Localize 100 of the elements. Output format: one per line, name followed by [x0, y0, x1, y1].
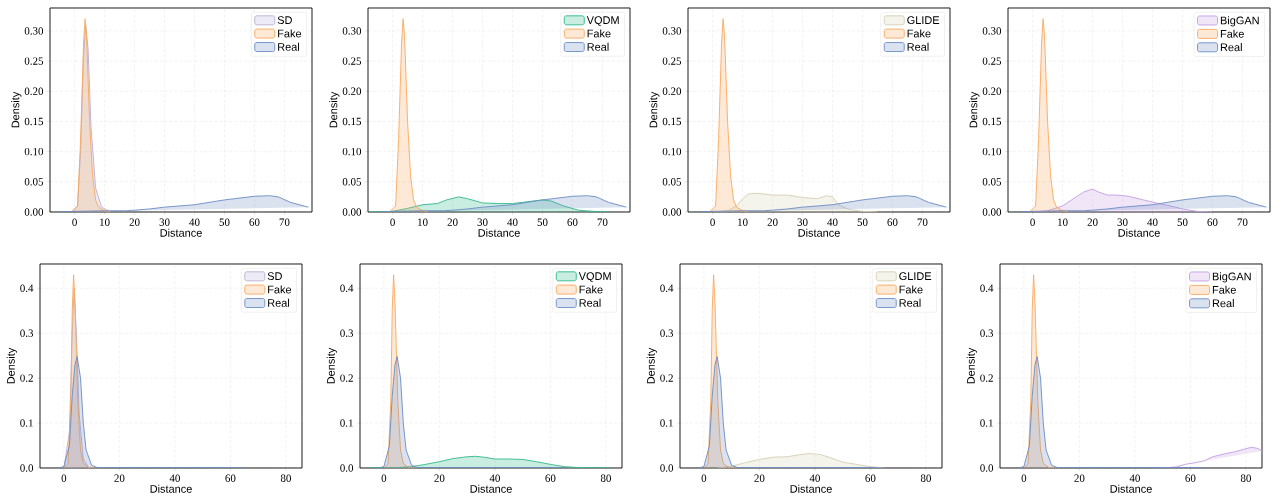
y-tick-label: 0.15: [662, 117, 682, 126]
y-tick-label: 0.4: [660, 284, 674, 292]
y-tick-label: 0.20: [662, 87, 682, 95]
y-tick-label: 0.15: [982, 117, 1002, 126]
y-tick-label: 0.05: [982, 178, 1002, 186]
x-axis-title: Distance: [1118, 228, 1160, 237]
x-tick-label: 30: [477, 218, 488, 226]
y-tick-label: 0.15: [342, 117, 362, 126]
x-axis-title: Distance: [1110, 484, 1152, 493]
y-tick-label: 0.30: [342, 27, 362, 35]
y-tick-label: 0.3: [980, 329, 994, 337]
legend-label: Fake: [899, 285, 923, 294]
y-tick-label: 0.00: [342, 208, 362, 216]
x-tick-label: 20: [434, 474, 445, 482]
y-tick-label: 0.10: [662, 147, 682, 156]
legend-label: Real: [278, 42, 300, 51]
y-tick-label: 0.25: [24, 57, 44, 65]
y-tick-label: 0.00: [662, 208, 682, 216]
y-tick-label: 0.20: [24, 87, 44, 95]
legend-label: Fake: [1212, 285, 1236, 294]
x-tick-label: 0: [61, 474, 67, 482]
x-tick-label: 60: [1207, 218, 1218, 226]
y-tick-label: 0.25: [982, 57, 1002, 65]
x-tick-label: 20: [129, 218, 140, 226]
y-tick-label: 0.1: [980, 419, 993, 427]
x-tick-label: 0: [381, 474, 387, 482]
legend-label: Real: [907, 42, 929, 51]
x-tick-label: 60: [1185, 474, 1196, 482]
legend-label: VQDM: [586, 16, 619, 26]
x-tick-label: 0: [701, 474, 707, 482]
x-axis-title: Distance: [790, 484, 832, 493]
y-tick-label: 0.25: [662, 57, 682, 65]
x-tick-label: 60: [545, 474, 556, 482]
y-tick-label: 0.05: [24, 178, 44, 186]
legend-label: Real: [1220, 43, 1242, 52]
x-tick-label: 40: [809, 474, 820, 482]
y-axis-title: Density: [966, 347, 977, 384]
x-tick-label: 10: [418, 218, 428, 226]
y-tick-label: 0.1: [660, 419, 673, 427]
y-tick-label: 0.00: [982, 208, 1002, 216]
y-tick-label: 0.2: [340, 374, 353, 382]
x-tick-label: 80: [280, 474, 291, 482]
y-tick-label: 0.25: [342, 57, 362, 65]
y-tick-label: 0.30: [982, 27, 1002, 35]
x-tick-label: 40: [507, 218, 518, 226]
x-axis-title: Distance: [150, 484, 192, 493]
x-tick-label: 0: [710, 218, 715, 226]
y-tick-label: 0.30: [662, 27, 682, 35]
y-tick-label: 0.2: [660, 374, 673, 382]
y-tick-label: 0.10: [342, 147, 362, 156]
x-tick-label: 0: [1021, 474, 1027, 482]
y-tick-label: 0.3: [20, 329, 34, 337]
legend-label: Fake: [1220, 29, 1244, 38]
y-tick-label: 0.20: [982, 87, 1002, 95]
x-tick-label: 20: [767, 218, 778, 226]
x-tick-label: 0: [1030, 218, 1035, 226]
x-axis-title: Distance: [798, 228, 840, 237]
x-tick-label: 70: [597, 218, 608, 226]
y-tick-label: 0.05: [662, 178, 682, 186]
y-tick-label: 0.00: [24, 208, 44, 216]
legend-label: Real: [1212, 299, 1234, 308]
x-axis-title: Distance: [478, 228, 520, 237]
y-tick-label: 0.2: [980, 374, 993, 382]
x-tick-label: 40: [827, 218, 838, 226]
y-tick-label: 0.3: [340, 329, 354, 337]
x-tick-label: 60: [865, 474, 876, 482]
y-axis-title: Density: [11, 91, 22, 128]
x-axis-title: Distance: [160, 228, 202, 237]
x-tick-label: 70: [279, 218, 290, 226]
y-axis-title: Density: [649, 91, 660, 128]
x-tick-label: 30: [1117, 218, 1128, 226]
legend-label: BigGAN: [1212, 272, 1251, 283]
x-tick-label: 40: [489, 474, 500, 482]
x-tick-label: 60: [225, 474, 236, 482]
x-tick-label: 40: [169, 474, 180, 482]
legend-label: Fake: [268, 285, 292, 294]
y-tick-label: 0.0: [20, 464, 34, 472]
x-tick-label: 0: [390, 218, 395, 226]
legend-label: Fake: [278, 29, 302, 38]
y-tick-label: 0.0: [980, 464, 994, 472]
x-tick-label: 80: [920, 474, 931, 482]
x-tick-label: 10: [1058, 218, 1068, 226]
y-axis-title: Density: [646, 347, 657, 384]
x-tick-label: 20: [447, 218, 458, 226]
x-tick-label: 20: [754, 474, 765, 482]
y-axis-title: Density: [6, 347, 17, 384]
y-tick-label: 0.0: [340, 464, 354, 472]
y-axis-title: Density: [969, 91, 980, 128]
y-axis-title: Density: [329, 91, 340, 128]
y-tick-label: 0.30: [24, 27, 44, 35]
legend-label: Fake: [907, 29, 931, 38]
x-tick-label: 20: [114, 474, 125, 482]
x-tick-label: 80: [1240, 474, 1251, 482]
x-tick-label: 50: [1177, 218, 1188, 226]
y-tick-label: 0.2: [20, 374, 33, 382]
y-tick-label: 0.4: [340, 284, 354, 292]
y-axis-title: Density: [326, 347, 337, 384]
x-tick-label: 50: [219, 218, 230, 226]
y-tick-label: 0.4: [20, 284, 34, 292]
x-tick-label: 20: [1074, 474, 1085, 482]
